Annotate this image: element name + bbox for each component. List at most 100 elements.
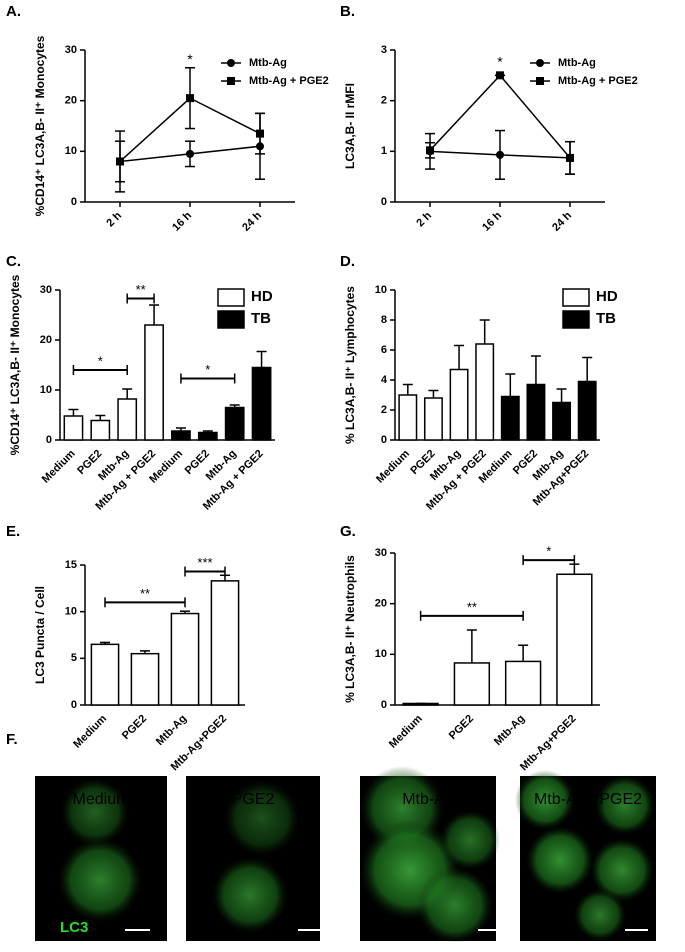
marker <box>227 59 235 67</box>
bar <box>552 401 572 441</box>
x-tick-label: 24 h <box>240 209 264 233</box>
marker <box>186 94 194 103</box>
x-tick-label: Medium <box>40 448 78 486</box>
x-tick-label: 2 h <box>414 210 434 230</box>
legend-label: TB <box>251 310 271 327</box>
x-tick-label: Mtb-Ag+PGE2 <box>518 713 579 774</box>
bar <box>402 702 439 706</box>
marker <box>256 129 264 138</box>
marker <box>116 157 124 166</box>
bar <box>117 398 138 441</box>
y-tick-label: 3 <box>381 44 387 56</box>
bar <box>251 366 272 441</box>
panel-label: B. <box>340 3 355 20</box>
panel-label: E. <box>6 523 20 540</box>
y-tick-label: 15 <box>65 559 77 571</box>
x-tick-label: 16 h <box>170 209 194 233</box>
bar <box>171 430 191 441</box>
x-tick-label: PGE2 <box>447 713 476 742</box>
y-tick-label: 0 <box>381 699 387 711</box>
y-tick-label: 10 <box>375 648 387 660</box>
image-title: Mtb-Ag <box>402 791 454 808</box>
bar <box>504 660 542 706</box>
panel-label: D. <box>340 253 355 270</box>
y-axis-label: % LC3A,B- II⁺ Neutrophils <box>343 555 357 703</box>
image-title: Medium <box>73 791 130 808</box>
y-tick-label: 10 <box>375 284 387 296</box>
legend-label: Mtb-Ag + PGE2 <box>558 75 638 87</box>
y-axis-label: % LC3A,B- II⁺ Lymphocytes <box>343 286 357 444</box>
y-tick-label: 1 <box>381 145 387 157</box>
significance: *** <box>197 555 212 570</box>
x-tick-label: PGE2 <box>120 713 149 742</box>
legend-label: HD <box>596 288 618 305</box>
bar <box>526 383 546 441</box>
channel-label: LC3 <box>60 919 88 936</box>
x-tick-label: Medium <box>374 448 412 486</box>
marker <box>566 153 574 162</box>
micrograph: LC3 <box>35 776 167 941</box>
image-title: PGE2 <box>232 791 275 808</box>
y-tick-label: 30 <box>40 284 52 296</box>
bar <box>224 406 245 441</box>
x-tick-label: 24 h <box>550 209 574 233</box>
y-tick-label: 0 <box>381 434 387 446</box>
x-tick-label: Mtb-Ag <box>492 713 527 748</box>
micrograph <box>186 776 322 941</box>
x-tick-label: 2 h <box>104 210 124 230</box>
significance: * <box>98 353 103 368</box>
bar <box>453 662 491 706</box>
significance: ** <box>136 282 146 297</box>
legend-label: Mtb-Ag <box>249 57 287 69</box>
panel-label: C. <box>6 253 21 270</box>
y-tick-label: 4 <box>381 374 388 386</box>
y-tick-label: 2 <box>381 95 387 107</box>
y-tick-label: 20 <box>65 95 77 107</box>
marker <box>496 71 504 80</box>
marker <box>536 59 544 67</box>
significance: * <box>187 51 193 67</box>
bar <box>197 431 218 441</box>
x-tick-label: Medium <box>71 713 109 751</box>
y-tick-label: 10 <box>65 606 77 618</box>
y-axis-label: %CD14⁺ LC3A,B- II⁺ Monocytes <box>8 274 22 455</box>
x-tick-label: Mtb-Ag <box>154 713 189 748</box>
legend-swatch <box>562 288 590 307</box>
bar <box>577 380 597 441</box>
y-tick-label: 0 <box>381 196 387 208</box>
bar <box>63 415 84 441</box>
significance: ** <box>467 599 477 614</box>
marker <box>496 150 504 159</box>
panel-label: G. <box>340 523 356 540</box>
x-tick-label: 16 h <box>480 209 504 233</box>
y-tick-label: 2 <box>381 404 387 416</box>
bar <box>170 612 200 706</box>
y-tick-label: 0 <box>71 196 77 208</box>
bar <box>130 652 160 706</box>
y-tick-label: 0 <box>71 699 77 711</box>
y-tick-label: 10 <box>65 145 77 157</box>
y-tick-label: 30 <box>65 44 77 56</box>
y-tick-label: 0 <box>46 434 52 446</box>
y-tick-label: 5 <box>71 652 77 664</box>
significance: ** <box>140 586 150 601</box>
micrograph <box>515 770 656 941</box>
marker <box>227 77 235 85</box>
micrograph <box>360 766 500 943</box>
legend-label: HD <box>251 288 273 305</box>
significance: * <box>205 362 210 377</box>
y-axis-label: LC3A,B- II rMFI <box>343 83 357 169</box>
bar <box>210 580 240 706</box>
image-title: Mtb-Ag+ PGE2 <box>534 791 642 808</box>
legend-label: Mtb-Ag + PGE2 <box>249 75 329 87</box>
marker <box>186 149 194 158</box>
marker <box>536 77 544 85</box>
bar <box>500 395 520 441</box>
bar <box>90 643 120 706</box>
bar <box>90 419 111 441</box>
legend-swatch <box>562 310 590 329</box>
significance: * <box>497 53 503 69</box>
y-tick-label: 30 <box>375 547 387 559</box>
bar <box>556 573 593 706</box>
